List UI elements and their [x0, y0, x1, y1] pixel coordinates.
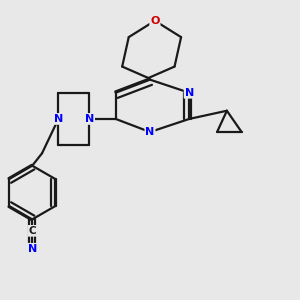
Text: N: N — [184, 88, 194, 98]
Text: N: N — [85, 114, 94, 124]
Text: N: N — [28, 244, 37, 254]
Text: N: N — [54, 114, 63, 124]
Text: N: N — [146, 127, 154, 137]
Text: C: C — [28, 226, 36, 236]
Text: O: O — [150, 16, 160, 26]
